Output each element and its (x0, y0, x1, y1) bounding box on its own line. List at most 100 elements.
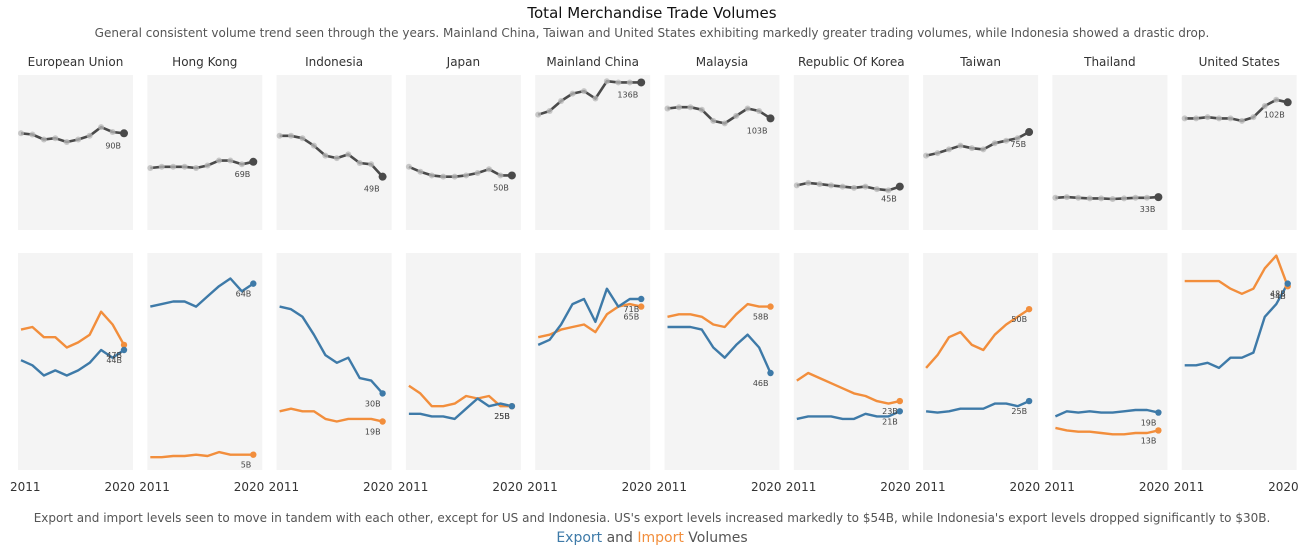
total-point-hong-kong (158, 163, 165, 170)
import-data-label-united-states: 54B (1270, 292, 1286, 301)
export-line-hong-kong (150, 277, 254, 308)
panel-bg-bottom-united-states (1181, 253, 1297, 470)
total-point-indonesia (333, 155, 340, 162)
total-point-taiwan (1025, 128, 1034, 137)
total-point-european-union (120, 129, 128, 138)
panel-bg-top-republic-of-korea (793, 75, 909, 230)
total-point-united-states (1273, 96, 1280, 103)
total-point-republic-of-korea (839, 183, 846, 190)
total-line-republic-of-korea (796, 181, 901, 192)
total-data-label-taiwan: 75B (1010, 140, 1026, 149)
legend-export: Export (556, 530, 603, 546)
total-line-malaysia (667, 105, 772, 125)
total-point-taiwan (991, 140, 998, 147)
x-tick-label-end-mainland-china: 2020 (622, 480, 653, 494)
x-tick-label-end-thailand: 2020 (1139, 480, 1170, 494)
total-point-indonesia (288, 132, 295, 139)
x-tick-label-end-taiwan: 2020 (1010, 480, 1041, 494)
total-point-indonesia (345, 151, 352, 158)
export-point-thailand (1155, 409, 1162, 416)
total-point-united-states (1204, 114, 1211, 121)
total-point-mainland-china (626, 79, 633, 86)
legend-volumes: Volumes (683, 530, 748, 546)
import-line-indonesia (279, 407, 383, 423)
total-point-indonesia (310, 142, 317, 149)
total-point-taiwan (980, 146, 987, 153)
total-data-label-japan: 50B (493, 183, 509, 192)
total-point-european-union (109, 129, 116, 136)
x-tick-label-end-indonesia: 2020 (363, 480, 394, 494)
legend-import: Import (637, 530, 684, 546)
panel-bg-bottom-republic-of-korea (793, 253, 909, 470)
x-tick-label-start-hong-kong: 2011 (139, 480, 170, 494)
total-line-mainland-china (537, 79, 642, 116)
x-tick-label-start-thailand: 2011 (1044, 480, 1075, 494)
export-line-european-union (20, 348, 125, 377)
import-point-thailand (1155, 427, 1162, 434)
total-point-mainland-china (558, 98, 565, 105)
total-line-indonesia (279, 134, 384, 178)
import-line-republic-of-korea (796, 371, 901, 405)
panel-header-mainland-china: Mainland China (546, 55, 639, 69)
total-point-republic-of-korea (895, 182, 904, 191)
total-point-japan (507, 171, 516, 180)
x-tick-label-end-european-union: 2020 (104, 480, 135, 494)
total-point-mainland-china (637, 78, 646, 87)
export-line-mainland-china (537, 287, 642, 346)
export-point-taiwan (1025, 397, 1033, 405)
export-data-label-malaysia: 46B (753, 379, 769, 388)
total-data-label-hong-kong: 69B (235, 170, 251, 179)
export-point-european-union (120, 346, 128, 354)
total-line-european-union (20, 125, 125, 144)
x-tick-label-start-indonesia: 2011 (269, 480, 300, 494)
export-point-japan (508, 402, 516, 410)
export-data-label-hong-kong: 64B (236, 290, 252, 299)
total-point-mainland-china (615, 79, 622, 86)
panel-bg-bottom-taiwan (923, 253, 1039, 470)
total-data-label-indonesia: 49B (364, 185, 380, 194)
total-point-hong-kong (181, 163, 188, 170)
total-point-malaysia (756, 107, 763, 114)
export-point-hong-kong (250, 280, 257, 287)
x-tick-label-start-malaysia: 2011 (657, 480, 688, 494)
import-data-label-malaysia: 58B (753, 313, 769, 322)
x-tick-label-start-republic-of-korea: 2011 (786, 480, 817, 494)
total-point-indonesia (356, 160, 363, 167)
export-line-thailand (1054, 408, 1159, 418)
total-point-japan (417, 168, 424, 175)
x-tick-label-end-republic-of-korea: 2020 (880, 480, 911, 494)
total-data-label-united-states: 102B (1264, 110, 1285, 119)
total-data-label-thailand: 33B (1140, 205, 1156, 214)
total-point-mainland-china (535, 111, 542, 118)
total-point-indonesia (378, 172, 387, 181)
panel-header-indonesia: Indonesia (305, 55, 363, 69)
export-point-united-states (1284, 280, 1291, 287)
total-point-japan (428, 172, 435, 179)
panel-bg-top-japan (405, 75, 521, 230)
total-point-united-states (1227, 115, 1234, 122)
total-point-mainland-china (546, 107, 553, 114)
total-point-indonesia (322, 152, 329, 159)
total-point-japan (497, 172, 504, 179)
export-point-malaysia (767, 369, 774, 377)
total-point-republic-of-korea (862, 183, 869, 190)
panel-bg-top-european-union (18, 75, 133, 230)
panel-header-malaysia: Malaysia (696, 55, 748, 69)
total-point-hong-kong (227, 157, 234, 164)
total-point-taiwan (945, 146, 952, 153)
total-line-thailand (1055, 195, 1159, 201)
total-point-european-union (86, 132, 93, 139)
total-data-label-european-union: 90B (105, 141, 121, 150)
import-line-japan (408, 384, 512, 408)
total-point-republic-of-korea (885, 187, 892, 194)
total-point-united-states (1181, 115, 1188, 122)
total-point-united-states (1193, 115, 1200, 122)
total-point-republic-of-korea (873, 186, 880, 193)
export-data-label-mainland-china: 71B (624, 305, 640, 314)
import-point-european-union (120, 341, 128, 349)
total-point-malaysia (687, 104, 694, 111)
total-point-thailand (1109, 196, 1116, 202)
total-point-indonesia (276, 132, 283, 139)
footnote: Export and import levels seen to move in… (33, 511, 1271, 525)
export-line-taiwan (925, 400, 1030, 414)
